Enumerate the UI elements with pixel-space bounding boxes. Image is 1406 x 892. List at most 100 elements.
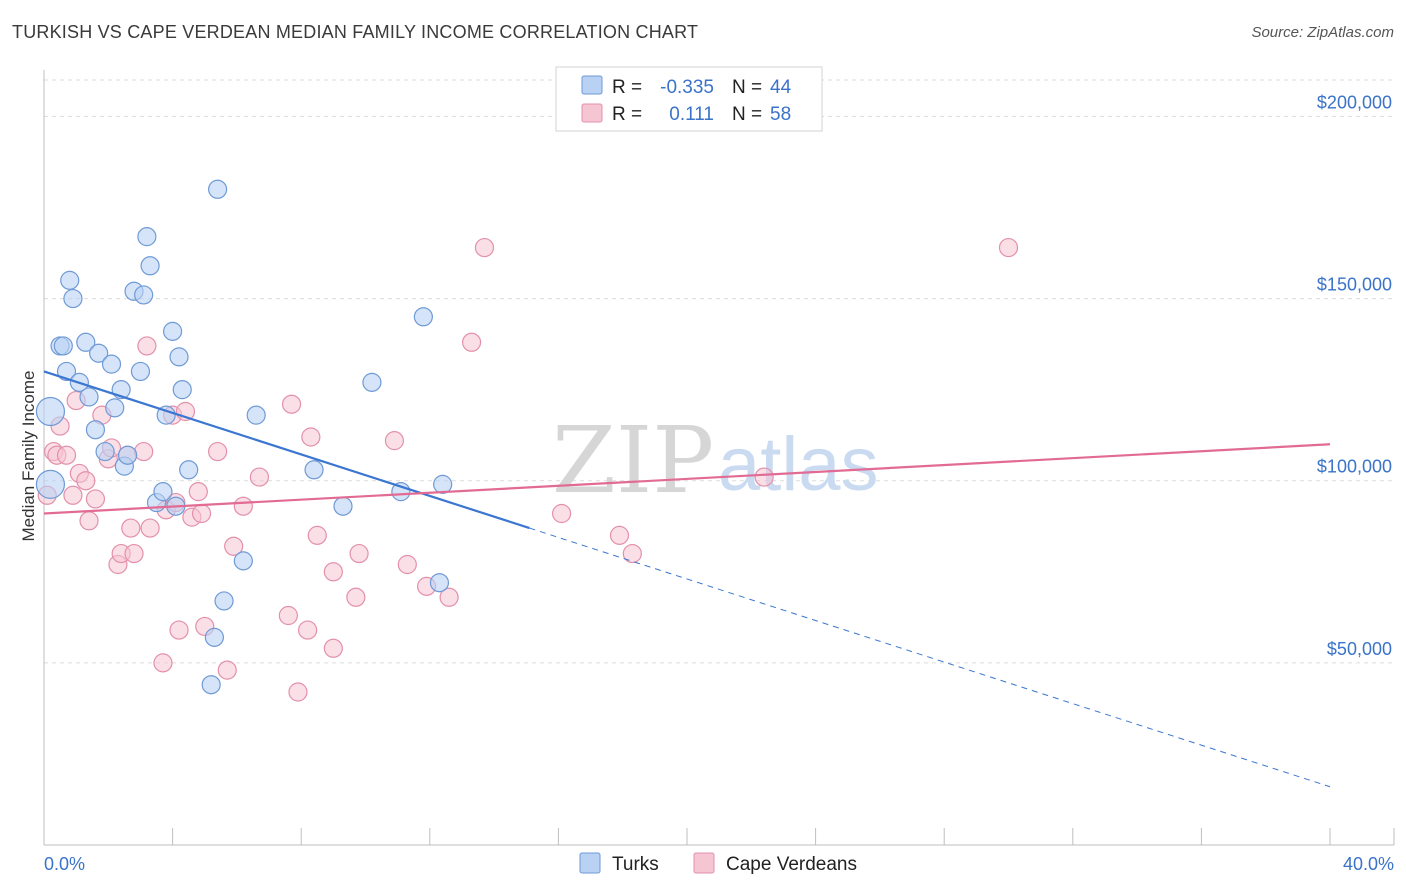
turk-point <box>204 627 224 647</box>
turk-point <box>105 398 125 418</box>
watermark-zip: ZIP <box>552 407 714 514</box>
legend-n-label-cape: N = <box>732 104 762 125</box>
cape-verdean-point <box>298 620 318 640</box>
turk-point <box>35 469 66 499</box>
bottom-legend-label-cape: Cape Verdeans <box>726 854 857 875</box>
turk-point <box>76 332 96 352</box>
y-tick-label: $100,000 <box>1317 457 1392 477</box>
cape-verdean-point <box>552 503 572 524</box>
cape-verdeans-trend-line <box>43 443 1331 515</box>
cape-verdean-point <box>124 543 144 564</box>
turk-point <box>362 372 382 392</box>
cape-verdean-point <box>474 237 495 258</box>
cape-verdean-point <box>191 503 212 524</box>
turk-point <box>153 482 173 502</box>
turk-point <box>53 336 73 356</box>
turk-point <box>214 591 234 611</box>
cape-verdean-point <box>208 441 228 462</box>
turk-point <box>79 387 99 407</box>
chart-title: TURKISH VS CAPE VERDEAN MEDIAN FAMILY IN… <box>12 22 699 42</box>
trend-lines <box>43 370 1331 788</box>
cape-verdean-point <box>217 660 237 680</box>
turk-point <box>63 288 83 309</box>
turk-point <box>89 343 109 363</box>
cape-verdean-point <box>301 427 321 447</box>
turk-point <box>429 573 450 593</box>
watermark-atlas: atlas <box>718 422 879 507</box>
turk-point <box>35 396 66 427</box>
bottom-legend-swatch-cape <box>693 852 715 874</box>
turk-point <box>130 361 151 382</box>
turk-point <box>208 179 228 199</box>
cape-verdean-point <box>439 587 459 607</box>
turk-point <box>137 227 157 247</box>
cape-verdean-point <box>323 562 343 582</box>
turk-point <box>156 405 176 425</box>
turk-point <box>246 405 266 425</box>
axes <box>43 70 1394 846</box>
cape-verdean-point <box>79 511 99 531</box>
turk-point <box>169 347 189 367</box>
cape-verdean-point <box>188 482 208 502</box>
legend-box: R = -0.335 N = 44 R = 0.111 N = 58 <box>555 66 823 132</box>
cape-verdean-point <box>134 441 154 462</box>
legend-n-value-turks: 44 <box>770 77 792 98</box>
x-tick-label-max: 40.0% <box>1343 854 1394 874</box>
turk-point <box>172 380 192 400</box>
bottom-legend-label-turks: Turks <box>612 854 659 875</box>
turk-point <box>163 321 183 341</box>
cape-verdean-point <box>278 605 298 626</box>
cape-verdean-point <box>233 496 253 516</box>
cape-verdean-point <box>137 336 157 356</box>
legend-r-value-cape: 0.111 <box>669 104 714 125</box>
cape-verdean-point <box>140 518 160 538</box>
cape-verdean-point <box>349 543 369 564</box>
legend-n-value-cape: 58 <box>770 104 791 125</box>
turks-trend-extension <box>529 527 1331 788</box>
cape-verdean-point <box>224 536 244 556</box>
cape-verdean-point <box>461 332 482 352</box>
turk-point <box>333 496 353 516</box>
legend-swatch-cape <box>581 103 603 123</box>
turk-point <box>140 256 160 276</box>
turk-point <box>413 307 433 327</box>
legend-r-label-turks: R = <box>612 77 642 98</box>
x-ticks <box>43 828 1395 845</box>
source-label: Source: ZipAtlas.com <box>1251 24 1394 41</box>
y-axis-label: Median Family Income <box>19 370 38 541</box>
cape-verdean-point <box>307 525 327 545</box>
turks-points <box>35 179 453 695</box>
cape-verdean-point <box>249 467 270 487</box>
turk-point <box>56 361 77 382</box>
cape-verdean-point <box>998 237 1019 258</box>
y-tick-label: $50,000 <box>1327 639 1392 659</box>
turks-trend-line <box>43 370 530 530</box>
y-tick-label: $200,000 <box>1317 92 1392 112</box>
grid-lines <box>44 79 1394 664</box>
cape-verdean-point <box>384 431 405 451</box>
bottom-legend-swatch-turks <box>579 852 601 874</box>
cape-verdean-point <box>397 554 417 575</box>
cape-verdean-point <box>609 525 630 545</box>
bottom-legend: Turks Cape Verdeans <box>579 852 857 875</box>
turk-point <box>95 441 115 462</box>
cape-verdean-point <box>153 653 173 673</box>
turk-point <box>134 285 154 305</box>
turk-point <box>60 270 80 290</box>
legend-r-label-cape: R = <box>612 104 642 125</box>
turk-point <box>201 675 221 695</box>
cape-verdean-point <box>288 682 308 702</box>
legend-swatch-turks <box>581 75 603 95</box>
legend-n-label-turks: N = <box>732 77 762 98</box>
y-tick-label: $150,000 <box>1317 275 1392 295</box>
turk-point <box>433 474 453 494</box>
turk-point <box>233 551 253 571</box>
cape-verdean-point <box>76 471 96 491</box>
cape-verdean-point <box>323 638 343 658</box>
legend-r-value-turks: -0.335 <box>660 77 714 98</box>
turk-point <box>85 420 106 440</box>
cape-verdean-point <box>622 543 642 564</box>
cape-verdean-point <box>85 489 106 509</box>
cape-verdean-point <box>346 587 366 607</box>
